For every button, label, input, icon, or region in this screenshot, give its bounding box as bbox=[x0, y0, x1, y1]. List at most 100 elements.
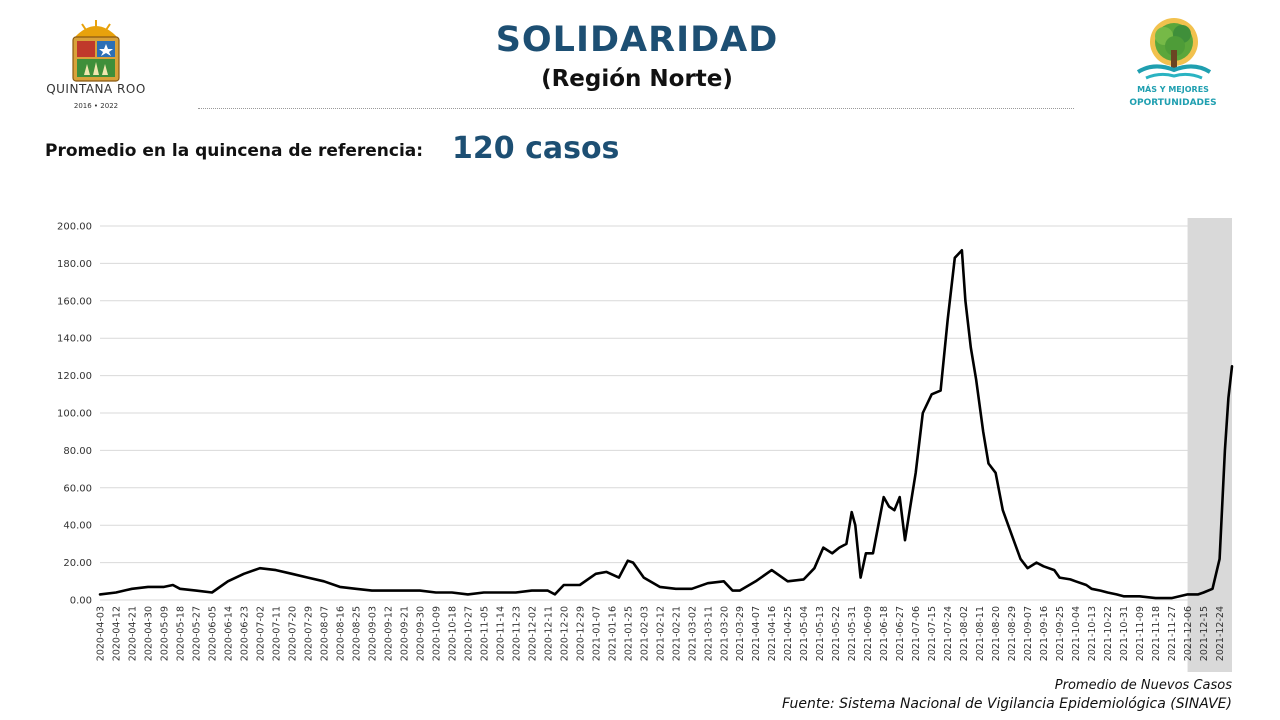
x-tick-label: 2021-12-24 bbox=[1215, 606, 1226, 661]
x-tick-label: 2021-12-06 bbox=[1183, 606, 1194, 661]
x-tick-label: 2021-04-25 bbox=[783, 606, 794, 661]
reference-value: 120 casos bbox=[452, 131, 620, 166]
x-tick-label: 2021-12-15 bbox=[1199, 606, 1210, 661]
x-tick-label: 2021-03-20 bbox=[719, 606, 730, 661]
y-tick-label: 160.00 bbox=[57, 296, 92, 307]
cases-line-chart: 0.00 20.00 40.00 60.00 80.00 100.00 120.00 140.… bbox=[57, 218, 1234, 672]
y-tick-label: 140.00 bbox=[57, 334, 92, 345]
x-tick-label: 2021-09-25 bbox=[1055, 606, 1066, 661]
y-tick-label: 60.00 bbox=[63, 483, 92, 494]
x-tick-label: 2021-03-29 bbox=[735, 606, 746, 661]
x-tick-label: 2021-06-18 bbox=[879, 606, 890, 661]
x-tick-label: 2021-02-12 bbox=[655, 606, 666, 661]
x-tick-label: 2021-08-02 bbox=[959, 606, 970, 661]
x-tick-label: 2021-07-15 bbox=[927, 606, 938, 661]
x-tick-label: 2020-04-03 bbox=[96, 606, 107, 661]
x-tick-label: 2021-09-16 bbox=[1039, 606, 1050, 661]
x-tick-label: 2021-11-09 bbox=[1135, 606, 1146, 661]
x-tick-label: 2020-04-30 bbox=[143, 606, 154, 661]
x-tick-label: 2020-04-21 bbox=[127, 606, 138, 661]
x-tick-label: 2020-08-16 bbox=[335, 606, 346, 661]
x-tick-label: 2020-10-09 bbox=[431, 606, 442, 661]
x-tick-label: 2021-06-27 bbox=[895, 606, 906, 661]
x-tick-label: 2021-10-13 bbox=[1087, 606, 1098, 661]
x-tick-label: 2020-04-12 bbox=[111, 606, 122, 661]
x-tick-label: 2020-07-20 bbox=[287, 606, 298, 661]
series-caption: Promedio de Nuevos Casos bbox=[1054, 678, 1232, 693]
x-tick-label: 2021-03-11 bbox=[703, 606, 714, 661]
y-tick-label: 120.00 bbox=[57, 371, 92, 382]
x-tick-label: 2020-05-27 bbox=[191, 606, 202, 661]
x-tick-label: 2021-05-13 bbox=[815, 606, 826, 661]
source-caption: Fuente: Sistema Nacional de Vigilancia E… bbox=[782, 696, 1232, 712]
x-tick-label: 2020-06-05 bbox=[207, 606, 218, 661]
logo-line-2: OPORTUNIDADES bbox=[1129, 98, 1217, 108]
x-tick-label: 2020-11-14 bbox=[495, 606, 506, 661]
quintana-roo-logo: QUINTANA ROO 2016 • 2022 bbox=[40, 18, 152, 116]
quintana-roo-years: 2016 • 2022 bbox=[73, 102, 119, 110]
header-divider bbox=[198, 108, 1074, 109]
y-tick-label: 20.00 bbox=[63, 558, 92, 569]
x-tick-label: 2020-05-18 bbox=[175, 606, 186, 661]
reference-label: Promedio en la quincena de referencia: bbox=[45, 141, 424, 161]
x-tick-label: 2020-11-23 bbox=[511, 606, 522, 661]
chart-plot-area: 0.00 20.00 40.00 60.00 80.00 100.00 120.00 140.… bbox=[57, 218, 1234, 672]
x-tick-label: 2021-08-20 bbox=[991, 606, 1002, 661]
x-tick-label: 2020-09-30 bbox=[415, 606, 426, 661]
y-tick-label: 80.00 bbox=[63, 446, 92, 457]
x-tick-label: 2021-01-25 bbox=[623, 606, 634, 661]
x-tick-label: 2021-04-07 bbox=[751, 606, 762, 661]
x-tick-label: 2020-07-11 bbox=[271, 606, 282, 661]
x-tick-label: 2021-07-06 bbox=[911, 606, 922, 661]
x-tick-label: 2020-09-21 bbox=[399, 606, 410, 661]
y-tick-label: 40.00 bbox=[63, 521, 92, 532]
x-tick-label: 2020-09-03 bbox=[367, 606, 378, 661]
x-tick-label: 2021-05-31 bbox=[847, 606, 858, 661]
logo-line-1: MÁS Y MEJORES bbox=[1137, 85, 1209, 94]
x-tick-label: 2020-08-25 bbox=[351, 606, 362, 661]
x-tick-label: 2020-12-20 bbox=[559, 606, 570, 661]
page-subtitle: (Región Norte) bbox=[541, 66, 733, 92]
x-tick-label: 2020-10-27 bbox=[463, 606, 474, 661]
x-tick-label: 2021-10-04 bbox=[1071, 606, 1082, 661]
x-tick-label: 2021-08-11 bbox=[975, 606, 986, 661]
page-title: SOLIDARIDAD bbox=[495, 20, 779, 60]
x-tick-label: 2021-09-07 bbox=[1023, 606, 1034, 661]
x-tick-label: 2020-11-05 bbox=[479, 606, 490, 661]
x-tick-label: 2020-07-29 bbox=[303, 606, 314, 661]
x-tick-label: 2021-11-27 bbox=[1167, 606, 1178, 661]
x-tick-label: 2021-01-16 bbox=[607, 606, 618, 661]
x-tick-label: 2020-12-02 bbox=[527, 606, 538, 661]
x-tick-label: 2021-02-21 bbox=[671, 606, 682, 661]
x-tick-label: 2021-05-04 bbox=[799, 606, 810, 661]
y-tick-label: 200.00 bbox=[57, 222, 92, 233]
x-tick-label: 2020-09-12 bbox=[383, 606, 394, 661]
x-tick-label: 2021-10-22 bbox=[1103, 606, 1114, 661]
x-tick-label: 2021-07-24 bbox=[943, 606, 954, 661]
x-tick-label: 2021-02-03 bbox=[639, 606, 650, 661]
x-tick-label: 2021-06-09 bbox=[863, 606, 874, 661]
series-line bbox=[98, 248, 1234, 600]
x-tick-label: 2021-04-16 bbox=[767, 606, 778, 661]
tree-icon bbox=[1136, 18, 1212, 80]
y-tick-label: 100.00 bbox=[57, 409, 92, 420]
x-tick-label: 2020-06-23 bbox=[239, 606, 250, 661]
x-tick-label: 2020-06-14 bbox=[223, 606, 234, 661]
quintana-roo-name: QUINTANA ROO bbox=[46, 82, 146, 96]
x-tick-label: 2020-12-29 bbox=[575, 606, 586, 661]
x-tick-label: 2020-05-09 bbox=[159, 606, 170, 661]
x-tick-label: 2021-11-18 bbox=[1151, 606, 1162, 661]
x-tick-label: 2020-08-07 bbox=[319, 606, 330, 661]
x-tick-label: 2021-08-29 bbox=[1007, 606, 1018, 661]
x-tick-label: 2021-03-02 bbox=[687, 606, 698, 661]
x-tick-label: 2021-01-07 bbox=[591, 606, 602, 661]
x-tick-label: 2020-07-02 bbox=[255, 606, 266, 661]
mas-oportunidades-logo: MÁS Y MEJORES OPORTUNIDADES bbox=[1118, 16, 1228, 116]
x-tick-label: 2020-12-11 bbox=[543, 606, 554, 661]
x-tick-label: 2021-05-22 bbox=[831, 606, 842, 661]
y-tick-label: 180.00 bbox=[57, 259, 92, 270]
x-tick-label: 2020-10-18 bbox=[447, 606, 458, 661]
x-tick-label: 2021-10-31 bbox=[1119, 606, 1130, 661]
y-tick-label: 0.00 bbox=[70, 596, 92, 607]
coat-of-arms-icon bbox=[72, 20, 120, 82]
